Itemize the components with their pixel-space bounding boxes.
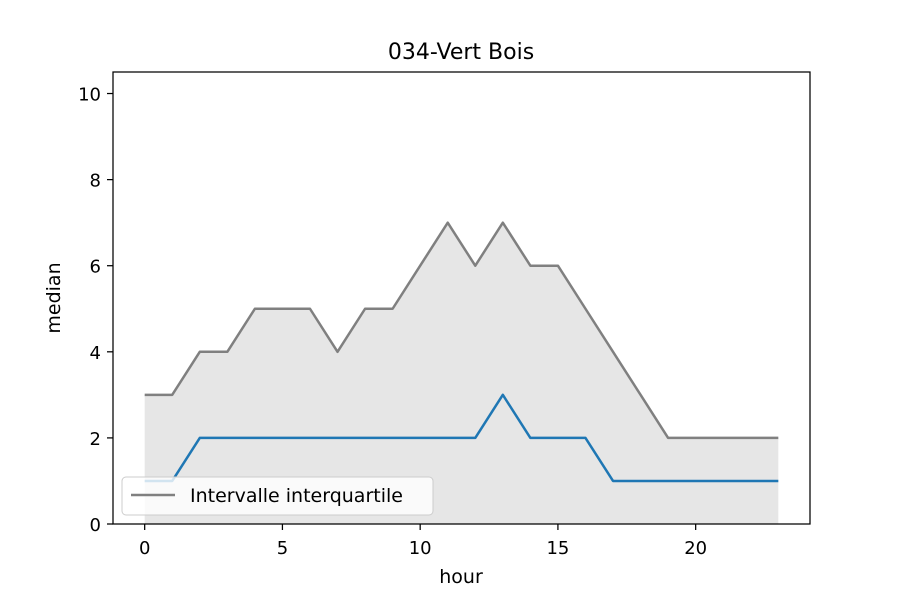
legend-label-interquartile: Intervalle interquartile xyxy=(190,485,403,507)
x-axis-label: hour xyxy=(439,566,483,588)
y-axis-ticks: 0 2 4 6 8 10 xyxy=(78,85,113,536)
x-tick-label: 0 xyxy=(139,538,150,559)
median-line xyxy=(144,393,779,483)
legend: Intervalle interquartile xyxy=(121,476,434,516)
x-tick-label: 10 xyxy=(409,538,432,559)
x-axis-ticks: 0 5 10 15 20 xyxy=(139,524,707,559)
series-layer xyxy=(144,221,779,483)
y-axis-label: median xyxy=(43,262,65,333)
legend-box xyxy=(121,476,434,516)
x-tick-label: 20 xyxy=(684,538,707,559)
chart-title: 034-Vert Bois xyxy=(388,40,534,65)
interquartile-band xyxy=(144,222,779,524)
x-tick-label: 15 xyxy=(546,538,569,559)
y-tick-label: 0 xyxy=(90,515,101,536)
plot-area-frame xyxy=(112,71,811,525)
y-tick-label: 6 xyxy=(90,257,101,278)
y-tick-label: 2 xyxy=(90,429,101,450)
interquartile-band-layer xyxy=(144,222,779,524)
x-tick-label: 5 xyxy=(277,538,288,559)
interquartile-upper-line xyxy=(144,221,779,440)
y-tick-label: 8 xyxy=(90,171,101,192)
y-tick-label: 4 xyxy=(90,343,101,364)
y-tick-label: 10 xyxy=(78,85,101,106)
